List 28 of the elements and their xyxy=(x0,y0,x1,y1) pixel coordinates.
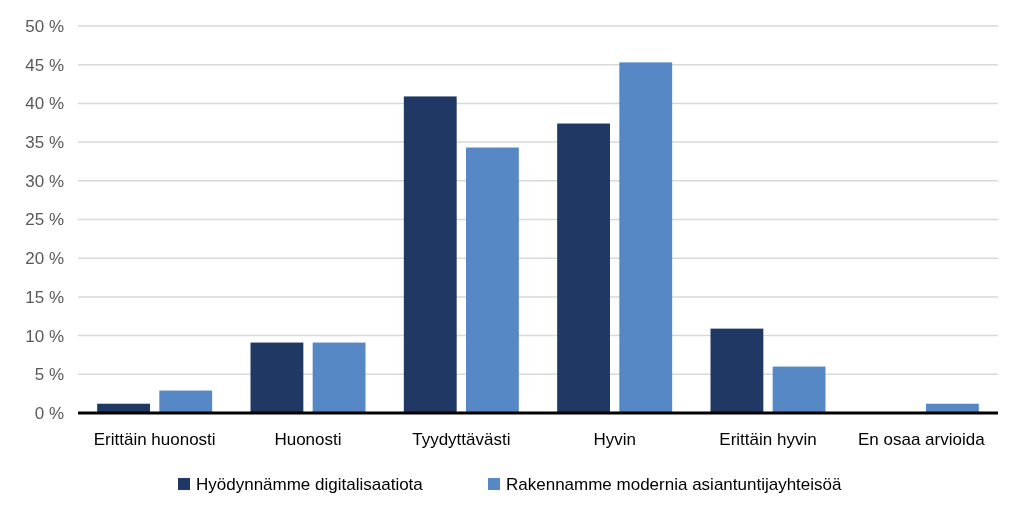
y-tick-label: 15 % xyxy=(25,287,64,307)
x-tick-label: Erittäin huonosti xyxy=(93,430,216,449)
y-tick-label: 40 % xyxy=(25,94,64,114)
bar xyxy=(466,147,519,413)
y-tick-label: 50 % xyxy=(25,16,64,36)
bar xyxy=(772,366,826,413)
bar xyxy=(557,123,610,413)
y-tick-label: 20 % xyxy=(25,249,64,269)
y-tick-label: 10 % xyxy=(25,326,64,346)
x-tick-label: Tyydyttävästi xyxy=(412,430,511,449)
legend-label: Rakennamme modernia asiantuntijayhteisöä xyxy=(506,475,843,494)
legend-label: Hyödynnämme digitalisaatiota xyxy=(196,475,424,494)
x-tick-label: En osaa arvioida xyxy=(858,430,986,449)
y-tick-label: 0 % xyxy=(34,403,64,423)
bar xyxy=(710,328,764,413)
bar xyxy=(250,342,304,413)
y-tick-label: 5 % xyxy=(34,365,64,385)
x-tick-label: Hyvin xyxy=(593,430,636,449)
y-tick-label: 30 % xyxy=(25,171,64,191)
bar xyxy=(312,342,366,413)
x-tick-label: Huonosti xyxy=(274,430,342,449)
bar xyxy=(403,96,457,413)
x-tick-label: Erittäin hyvin xyxy=(719,430,817,449)
bar xyxy=(619,62,673,413)
y-tick-label: 35 % xyxy=(25,133,64,153)
bar xyxy=(159,390,213,413)
y-tick-label: 45 % xyxy=(25,55,64,75)
y-tick-label: 25 % xyxy=(25,210,64,230)
